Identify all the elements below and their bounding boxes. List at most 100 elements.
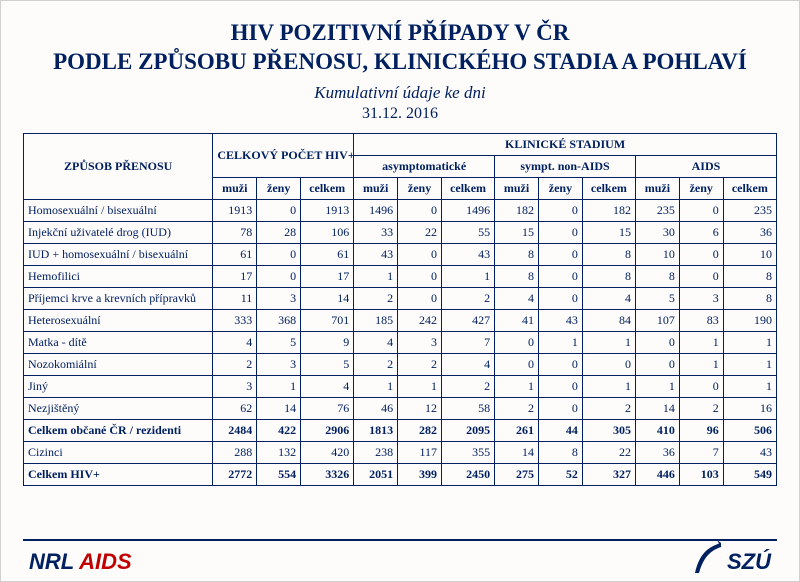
cell-value: 190 xyxy=(723,309,776,331)
cell-value: 1 xyxy=(723,375,776,397)
row-label: Celkem občané ČR / rezidenti xyxy=(24,419,213,441)
cell-value: 0 xyxy=(679,243,723,265)
cell-value: 4 xyxy=(442,353,495,375)
cell-value: 235 xyxy=(635,199,679,221)
hdr-transmission: ZPŮSOB PŘENOSU xyxy=(24,133,213,199)
cell-value: 0 xyxy=(495,331,539,353)
cell-value: 103 xyxy=(679,463,723,485)
data-table: ZPŮSOB PŘENOSU CELKOVÝ POČET HIV+ KLINIC… xyxy=(23,133,777,486)
row-label: Matka - dítě xyxy=(24,331,213,353)
cell-value: 2 xyxy=(442,375,495,397)
nrl-text: NRL xyxy=(29,549,74,574)
cell-value: 0 xyxy=(538,265,582,287)
cell-value: 0 xyxy=(398,265,442,287)
cell-value: 1 xyxy=(442,265,495,287)
report-page: HIV POZITIVNÍ PŘÍPADY V ČR PODLE ZPŮSOBU… xyxy=(0,0,800,582)
hdr-men: muži xyxy=(354,177,398,199)
table-row: Nozokomiální235224000011 xyxy=(24,353,777,375)
cell-value: 2 xyxy=(213,353,257,375)
footer: NRL AIDS SZÚ xyxy=(1,541,799,575)
cell-value: 46 xyxy=(354,397,398,419)
cell-value: 410 xyxy=(635,419,679,441)
cell-value: 36 xyxy=(723,221,776,243)
cell-value: 3 xyxy=(257,287,301,309)
hdr-total-hiv: CELKOVÝ POČET HIV+ xyxy=(213,133,354,177)
row-label: Injekční uživatelé drog (IUD) xyxy=(24,221,213,243)
cell-value: 10 xyxy=(635,243,679,265)
cell-value: 62 xyxy=(213,397,257,419)
title-line-1: HIV POZITIVNÍ PŘÍPADY V ČR xyxy=(231,20,570,45)
cell-value: 8 xyxy=(582,265,635,287)
cell-value: 399 xyxy=(398,463,442,485)
cell-value: 2 xyxy=(354,353,398,375)
cell-value: 10 xyxy=(723,243,776,265)
cell-value: 8 xyxy=(495,265,539,287)
title-block: HIV POZITIVNÍ PŘÍPADY V ČR PODLE ZPŮSOBU… xyxy=(23,19,777,77)
cell-value: 17 xyxy=(213,265,257,287)
cell-value: 0 xyxy=(538,287,582,309)
nrl-aids-logo: NRL AIDS xyxy=(29,549,132,575)
row-label: IUD + homosexuální / bisexuální xyxy=(24,243,213,265)
cell-value: 8 xyxy=(723,287,776,309)
cell-value: 96 xyxy=(679,419,723,441)
cell-value: 61 xyxy=(213,243,257,265)
cell-value: 2450 xyxy=(442,463,495,485)
cell-value: 1 xyxy=(635,375,679,397)
cell-value: 0 xyxy=(538,221,582,243)
cell-value: 0 xyxy=(679,199,723,221)
cell-value: 0 xyxy=(679,265,723,287)
row-label: Hemofilici xyxy=(24,265,213,287)
cell-value: 8 xyxy=(538,441,582,463)
cell-value: 0 xyxy=(538,243,582,265)
cell-value: 5 xyxy=(257,331,301,353)
table-row: Heterosexuální33336870118524242741438410… xyxy=(24,309,777,331)
cell-value: 0 xyxy=(257,265,301,287)
cell-value: 275 xyxy=(495,463,539,485)
row-label: Nezjištěný xyxy=(24,397,213,419)
cell-value: 5 xyxy=(635,287,679,309)
cell-value: 261 xyxy=(495,419,539,441)
cell-value: 235 xyxy=(723,199,776,221)
cell-value: 33 xyxy=(354,221,398,243)
szu-swoosh-icon xyxy=(693,541,723,575)
table-row: Homosexuální / bisexuální191301913149601… xyxy=(24,199,777,221)
row-label: Homosexuální / bisexuální xyxy=(24,199,213,221)
cell-value: 55 xyxy=(442,221,495,243)
hdr-total: celkem xyxy=(723,177,776,199)
table-header: ZPŮSOB PŘENOSU CELKOVÝ POČET HIV+ KLINIC… xyxy=(24,133,777,199)
cell-value: 1 xyxy=(679,353,723,375)
szu-logo: SZÚ xyxy=(693,541,771,575)
table-row: Hemofilici17017101808808 xyxy=(24,265,777,287)
subtitle: Kumulativní údaje ke dni xyxy=(23,83,777,103)
row-label: Celkem HIV+ xyxy=(24,463,213,485)
cell-value: 1 xyxy=(538,331,582,353)
cell-value: 1496 xyxy=(354,199,398,221)
cell-value: 1 xyxy=(398,375,442,397)
table-row: Matka - dítě459437011011 xyxy=(24,331,777,353)
cell-value: 8 xyxy=(635,265,679,287)
cell-value: 0 xyxy=(398,243,442,265)
cell-value: 0 xyxy=(257,199,301,221)
cell-value: 8 xyxy=(723,265,776,287)
cell-value: 132 xyxy=(257,441,301,463)
cell-value: 22 xyxy=(398,221,442,243)
cell-value: 58 xyxy=(442,397,495,419)
cell-value: 554 xyxy=(257,463,301,485)
cell-value: 2051 xyxy=(354,463,398,485)
cell-value: 11 xyxy=(213,287,257,309)
hdr-asymp: asymptomatické xyxy=(354,155,495,177)
cell-value: 0 xyxy=(538,375,582,397)
table-row: IUD + homosexuální / bisexuální610614304… xyxy=(24,243,777,265)
cell-value: 1813 xyxy=(354,419,398,441)
hdr-sympt: sympt. non-AIDS xyxy=(495,155,636,177)
cell-value: 3326 xyxy=(301,463,354,485)
cell-value: 117 xyxy=(398,441,442,463)
table-row: Cizinci2881324202381173551482236743 xyxy=(24,441,777,463)
aids-text: AIDS xyxy=(79,549,132,574)
cell-value: 44 xyxy=(538,419,582,441)
cell-value: 1496 xyxy=(442,199,495,221)
hdr-total: celkem xyxy=(582,177,635,199)
cell-value: 3 xyxy=(257,353,301,375)
cell-value: 8 xyxy=(495,243,539,265)
cell-value: 2 xyxy=(442,287,495,309)
